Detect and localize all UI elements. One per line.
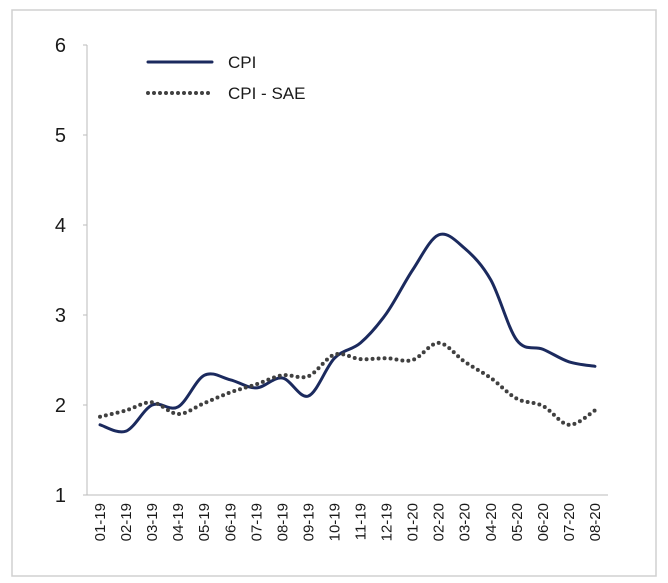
x-tick-label: 05-19 xyxy=(196,503,213,541)
x-tick-label: 08-19 xyxy=(274,503,291,541)
y-tick-label: 1 xyxy=(55,485,66,507)
x-tick-label: 11-19 xyxy=(353,503,370,540)
x-tick-label: 01-20 xyxy=(405,503,422,541)
y-tick-label: 4 xyxy=(55,215,66,237)
x-tick-label: 04-19 xyxy=(170,503,187,541)
x-tick-label: 02-20 xyxy=(431,503,448,541)
legend-label: CPI xyxy=(228,53,256,72)
x-tick-label: 09-19 xyxy=(300,503,317,541)
x-tick-label: 05-20 xyxy=(509,503,526,541)
legend-label: CPI - SAE xyxy=(228,84,305,103)
x-tick-label: 04-20 xyxy=(483,503,500,541)
x-tick-label: 07-20 xyxy=(561,503,578,541)
x-tick-label: 12-19 xyxy=(379,503,396,541)
x-tick-label: 07-19 xyxy=(248,503,265,541)
x-tick-label: 02-19 xyxy=(118,503,135,541)
series-line xyxy=(98,340,597,427)
x-tick-label: 06-20 xyxy=(535,503,552,541)
x-tick-label: 01-19 xyxy=(92,503,109,541)
y-tick-label: 2 xyxy=(55,395,66,417)
x-tick-label: 03-20 xyxy=(457,503,474,541)
y-tick-label: 6 xyxy=(55,35,66,57)
x-tick-label: 03-19 xyxy=(144,503,161,541)
y-tick-label: 3 xyxy=(55,305,66,327)
x-tick-label: 10-19 xyxy=(326,503,343,541)
frame xyxy=(11,9,657,577)
x-tick-label: 06-19 xyxy=(222,503,239,541)
y-tick-label: 5 xyxy=(55,125,66,147)
x-tick-label: 08-20 xyxy=(587,503,604,541)
series-line xyxy=(98,232,597,434)
